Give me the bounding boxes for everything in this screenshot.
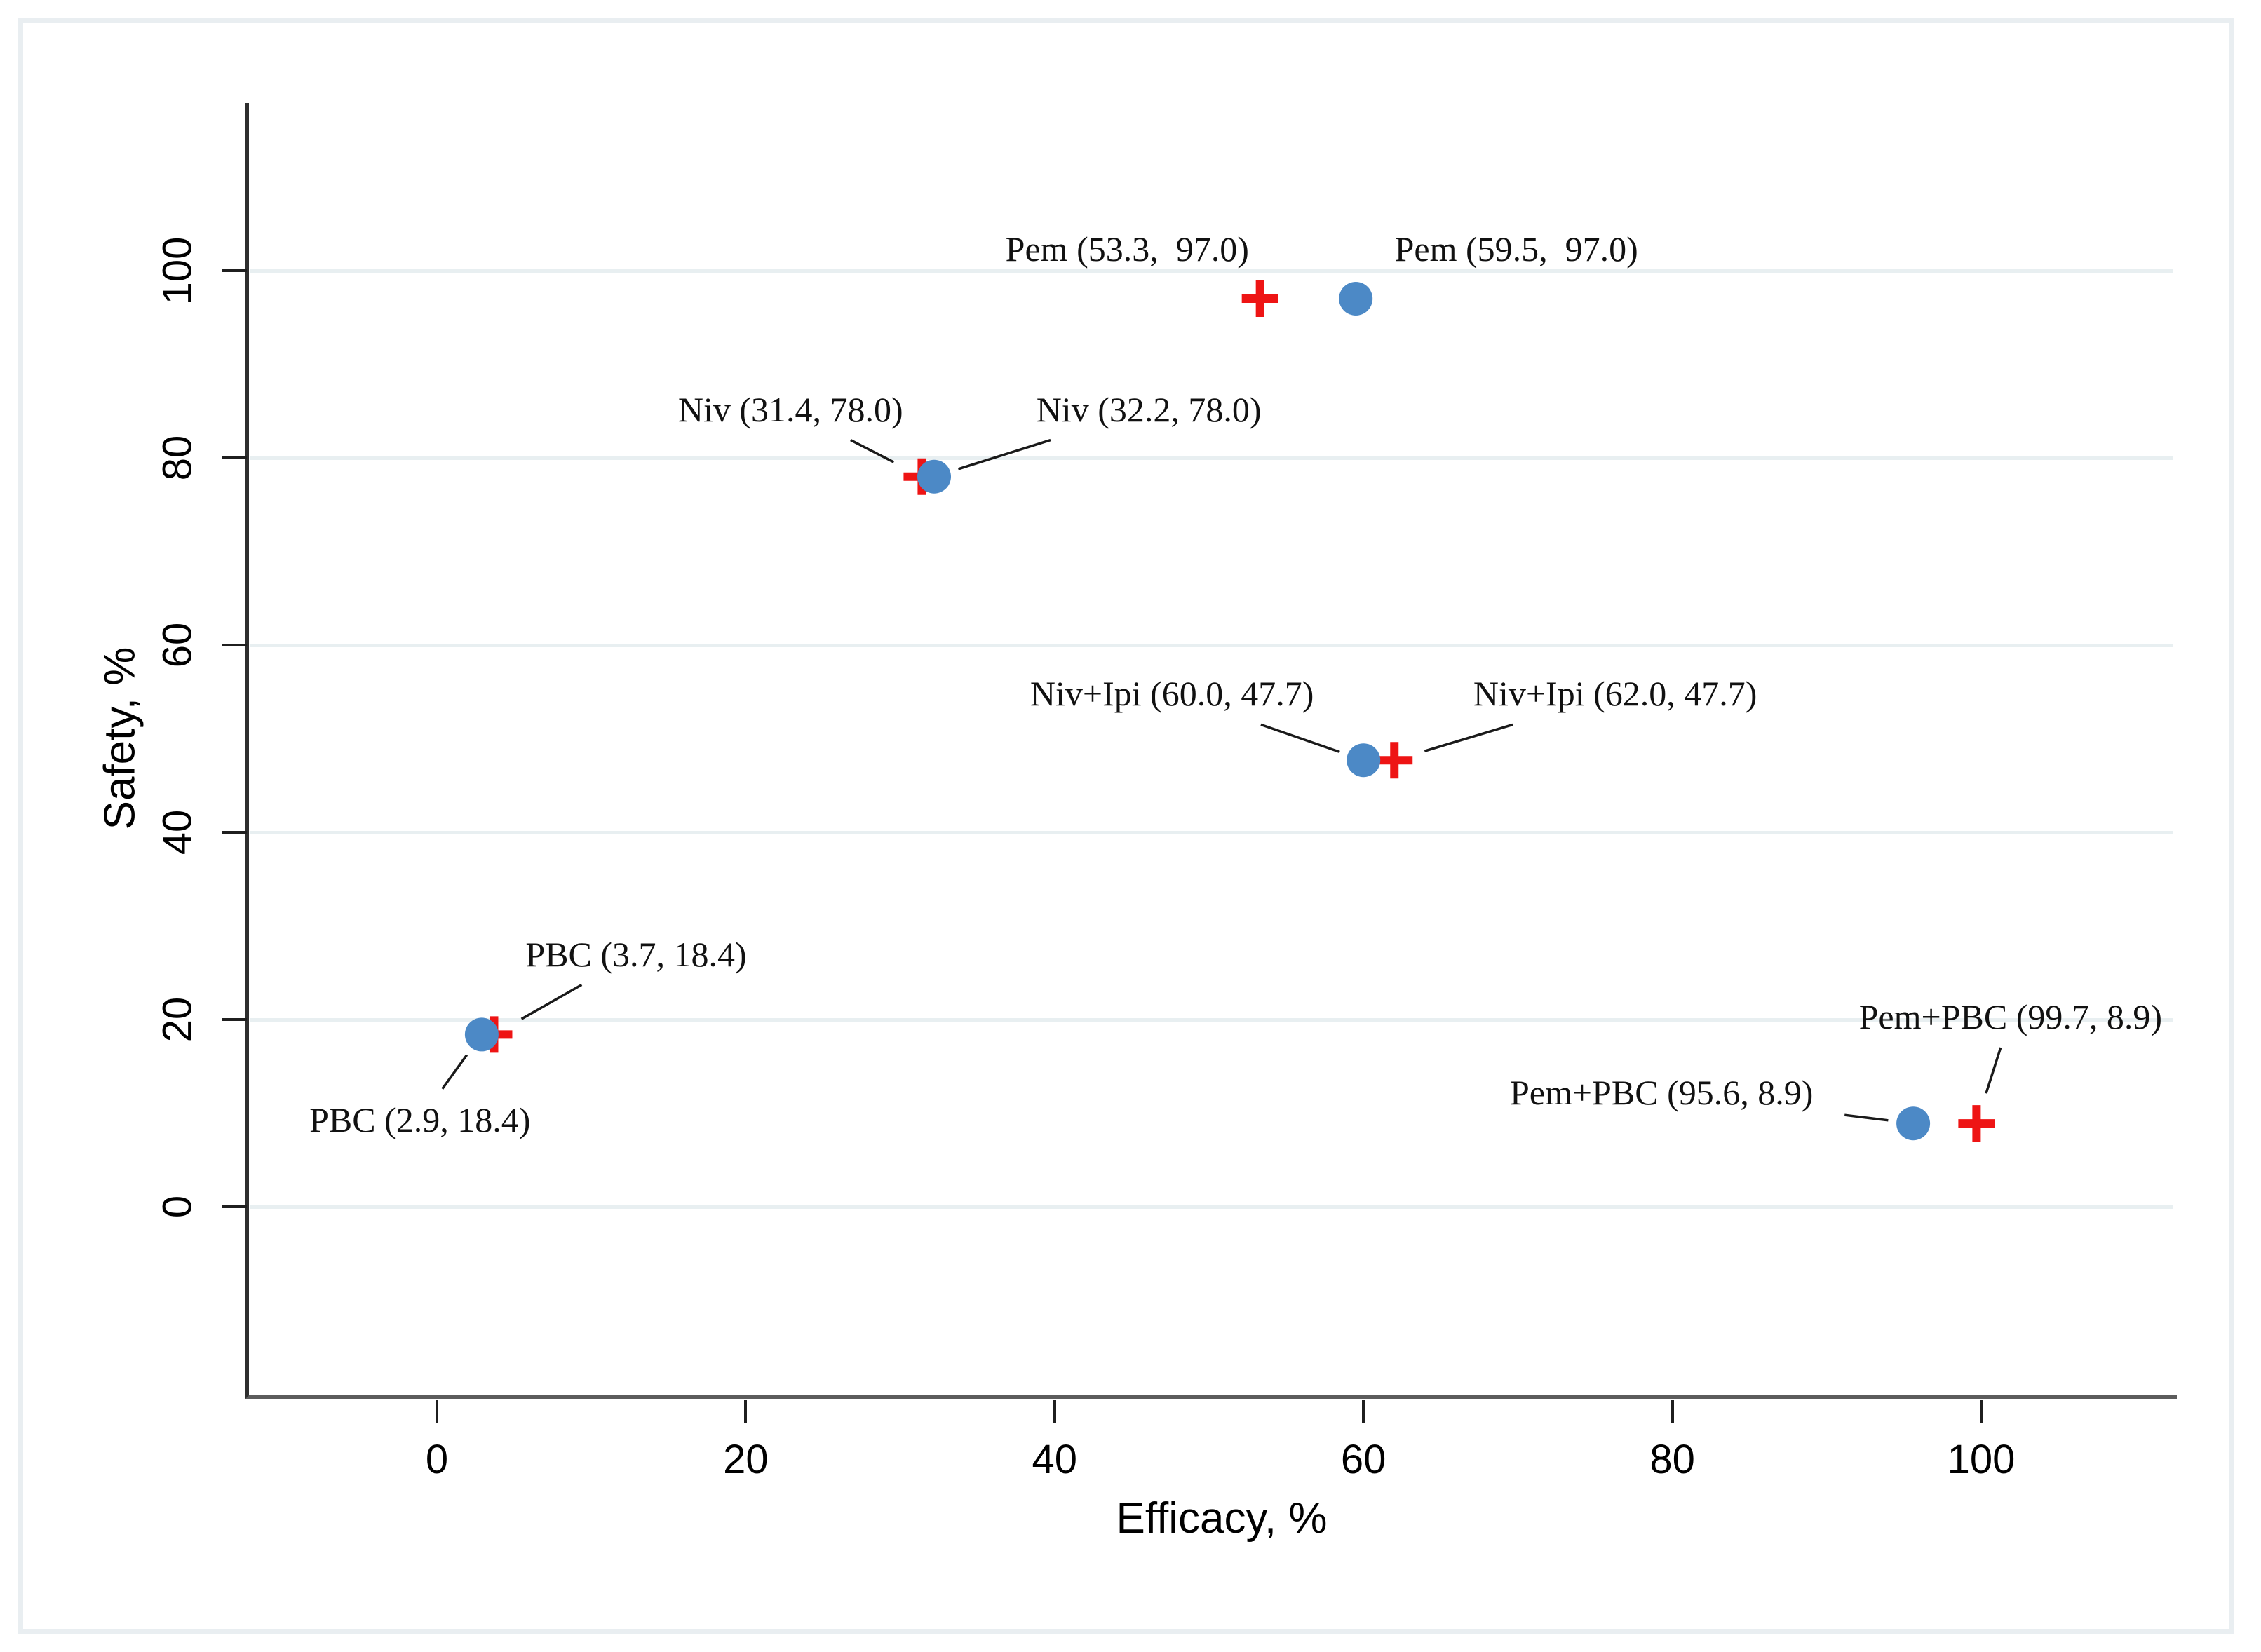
y-gridline-0 bbox=[250, 1205, 2173, 1209]
x-tick-40 bbox=[1053, 1400, 1056, 1423]
y-tick-100 bbox=[222, 269, 247, 272]
y-gridline-100 bbox=[250, 269, 2173, 273]
leader-line-5 bbox=[1424, 723, 1513, 752]
data-point-plus-pem-pbc bbox=[1958, 1105, 1995, 1142]
point-label-niv-circle: Niv (32.2, 78.0) bbox=[1036, 389, 1262, 429]
x-tick-80 bbox=[1671, 1400, 1674, 1423]
y-tick-20 bbox=[222, 1018, 247, 1021]
y-tick-0 bbox=[222, 1205, 247, 1208]
x-axis-title: Efficacy, % bbox=[1116, 1494, 1328, 1543]
x-tick-label-60: 60 bbox=[1340, 1437, 1386, 1482]
y-gridline-80 bbox=[250, 456, 2173, 460]
point-label-pbc-circle: PBC (2.9, 18.4) bbox=[309, 1099, 531, 1139]
x-tick-100 bbox=[1980, 1400, 1983, 1423]
point-label-niv-plus: Niv (31.4, 78.0) bbox=[677, 389, 903, 429]
x-tick-0 bbox=[436, 1400, 438, 1423]
x-tick-label-40: 40 bbox=[1032, 1437, 1078, 1482]
point-label-pem-plus: Pem (53.3, 97.0) bbox=[1005, 229, 1249, 269]
plot-area bbox=[245, 103, 2177, 1399]
point-label-pem-pbc-plus: Pem+PBC (99.7, 8.9) bbox=[1858, 996, 2163, 1036]
y-tick-80 bbox=[222, 456, 247, 459]
x-tick-label-100: 100 bbox=[1947, 1437, 2016, 1482]
leader-line-2 bbox=[850, 439, 895, 463]
data-point-plus-niv-ipi bbox=[1376, 742, 1413, 779]
data-point-circle-pbc bbox=[464, 1017, 499, 1052]
point-label-niv-ipi-circle: Niv+Ipi (60.0, 47.7) bbox=[1030, 674, 1314, 714]
y-tick-60 bbox=[222, 644, 247, 646]
x-tick-label-0: 0 bbox=[425, 1437, 449, 1482]
x-tick-60 bbox=[1362, 1400, 1365, 1423]
point-label-pem-pbc-circle: Pem+PBC (95.6, 8.9) bbox=[1509, 1073, 1814, 1113]
data-point-circle-pem bbox=[1339, 282, 1373, 316]
data-point-circle-niv-ipi bbox=[1347, 743, 1381, 778]
data-point-plus-pem bbox=[1241, 280, 1278, 318]
leader-line-9 bbox=[1985, 1047, 2002, 1094]
y-tick-40 bbox=[222, 831, 247, 834]
data-point-circle-pem-pbc bbox=[1896, 1106, 1931, 1141]
x-tick-label-20: 20 bbox=[723, 1437, 769, 1482]
leader-line-7 bbox=[441, 1054, 468, 1090]
leader-line-8 bbox=[1844, 1113, 1889, 1122]
point-label-pbc-plus: PBC (3.7, 18.4) bbox=[525, 934, 747, 974]
leader-line-4 bbox=[1260, 723, 1340, 754]
y-gridline-20 bbox=[250, 1018, 2173, 1022]
leader-line-3 bbox=[957, 438, 1051, 470]
x-tick-label-80: 80 bbox=[1649, 1437, 1695, 1482]
data-point-circle-niv bbox=[917, 459, 951, 494]
y-gridline-40 bbox=[250, 831, 2173, 834]
leader-line-6 bbox=[520, 983, 583, 1020]
y-gridline-60 bbox=[250, 644, 2173, 647]
point-label-pem-circle: Pem (59.5, 97.0) bbox=[1394, 229, 1638, 269]
x-tick-20 bbox=[744, 1400, 748, 1423]
point-label-niv-ipi-plus: Niv+Ipi (62.0, 47.7) bbox=[1473, 674, 1757, 714]
